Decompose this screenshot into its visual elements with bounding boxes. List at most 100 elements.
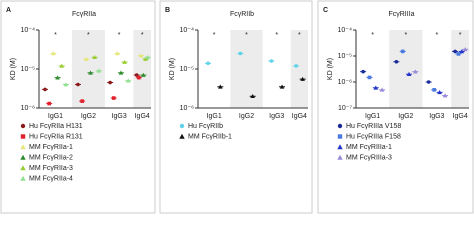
shaded-band bbox=[133, 30, 151, 108]
legend-marker bbox=[20, 175, 26, 181]
data-point bbox=[137, 75, 141, 80]
significance-mark: * bbox=[275, 32, 278, 39]
page: A FcγRIIa IgG1 * IgG2 * IgG3 * IgG4 * 10⁻⁶ 10⁻⁵ 10⁻⁴… bbox=[0, 0, 474, 214]
y-tick-label: 10⁻⁴ bbox=[180, 27, 195, 34]
data-point bbox=[394, 59, 399, 64]
panel-frame bbox=[0, 0, 156, 214]
panel-title: FcγRIIa bbox=[72, 11, 96, 18]
legend-marker bbox=[20, 165, 26, 171]
legend-label: Hu FcγRIIa H131 bbox=[29, 123, 83, 130]
data-point bbox=[84, 56, 89, 61]
shaded-band bbox=[230, 30, 263, 108]
legend-marker bbox=[20, 144, 26, 150]
data-point bbox=[459, 49, 465, 54]
data-point bbox=[76, 82, 80, 87]
shaded-band bbox=[71, 30, 105, 108]
significance-mark: * bbox=[87, 32, 90, 39]
data-point bbox=[118, 70, 124, 75]
legend-label: Hu FcγRIIa R131 bbox=[29, 133, 83, 140]
data-point bbox=[141, 72, 146, 77]
legend-marker bbox=[179, 123, 185, 129]
significance-mark: * bbox=[298, 32, 301, 39]
shaded-band bbox=[389, 30, 423, 108]
legend-marker bbox=[20, 154, 26, 160]
significance-mark: * bbox=[54, 32, 57, 39]
legend-marker bbox=[337, 134, 343, 139]
legend-marker bbox=[20, 123, 26, 129]
panel-letter: C bbox=[323, 7, 328, 14]
data-point bbox=[269, 59, 274, 63]
data-point bbox=[143, 56, 148, 61]
data-point bbox=[400, 49, 405, 54]
x-tick-label: IgG4 bbox=[135, 113, 150, 120]
x-tick-label: IgG2 bbox=[81, 113, 96, 120]
data-point bbox=[115, 51, 120, 56]
legend-label: MM FcγRIIb-1 bbox=[188, 133, 232, 140]
legend-marker bbox=[337, 154, 343, 160]
significance-mark: * bbox=[459, 32, 462, 39]
y-axis-label: KD (M) bbox=[10, 58, 17, 80]
data-point bbox=[413, 69, 418, 74]
data-point bbox=[47, 101, 52, 106]
figure: A FcγRIIa IgG1 * IgG2 * IgG3 * IgG4 * 10⁻⁶ 10⁻⁵ 10⁻⁴… bbox=[0, 0, 474, 214]
x-tick-label: IgG1 bbox=[48, 113, 63, 120]
data-point bbox=[426, 80, 431, 84]
x-tick-label: IgG1 bbox=[207, 113, 222, 120]
data-point bbox=[63, 82, 69, 87]
data-point bbox=[442, 93, 448, 98]
significance-mark: * bbox=[371, 32, 374, 39]
shaded-band bbox=[290, 30, 308, 108]
panel-title: FcγRIIb bbox=[230, 11, 254, 18]
data-point bbox=[122, 59, 127, 64]
x-tick-label: IgG3 bbox=[112, 113, 127, 120]
significance-mark: * bbox=[118, 32, 121, 39]
panel-letter: B bbox=[165, 7, 170, 14]
significance-mark: * bbox=[436, 32, 439, 39]
x-tick-label: IgG1 bbox=[365, 113, 380, 120]
data-point bbox=[379, 87, 385, 92]
x-tick-label: IgG2 bbox=[398, 113, 413, 120]
data-point bbox=[138, 53, 144, 58]
y-tick-label: 10⁻⁵ bbox=[180, 66, 194, 73]
legend-label: MM FcγRIIa-4 bbox=[29, 175, 73, 182]
data-point bbox=[437, 90, 442, 95]
legend-label: Hu FcγRIIIa F158 bbox=[346, 133, 401, 140]
legend-marker bbox=[337, 123, 343, 129]
y-tick-label: 10⁻⁷ bbox=[338, 105, 352, 112]
legend-marker bbox=[20, 134, 26, 139]
data-point bbox=[108, 80, 112, 85]
significance-mark: * bbox=[213, 32, 216, 39]
y-tick-label: 10⁻⁴ bbox=[338, 27, 353, 34]
x-tick-label: IgG3 bbox=[269, 113, 284, 120]
panel-title: FcγRIIIa bbox=[388, 11, 414, 18]
data-point bbox=[80, 99, 84, 103]
data-point bbox=[294, 64, 298, 68]
data-point bbox=[92, 54, 97, 60]
significance-mark: * bbox=[404, 32, 407, 39]
legend-marker bbox=[179, 133, 185, 139]
legend-label: MM FcγRIIa-3 bbox=[29, 165, 73, 172]
data-point bbox=[206, 61, 210, 66]
data-point bbox=[361, 69, 365, 74]
data-point bbox=[367, 75, 372, 80]
data-point bbox=[462, 47, 468, 52]
data-point bbox=[373, 85, 379, 90]
data-point bbox=[453, 49, 457, 54]
data-point bbox=[456, 52, 461, 56]
legend-label: MM FcγRIIIa-1 bbox=[346, 144, 392, 151]
x-tick-label: IgG4 bbox=[292, 113, 307, 120]
data-point bbox=[96, 68, 102, 73]
significance-mark: * bbox=[245, 32, 248, 39]
data-point bbox=[238, 51, 243, 56]
data-point bbox=[218, 84, 223, 89]
y-tick-label: 10⁻⁶ bbox=[21, 105, 35, 112]
x-tick-label: IgG2 bbox=[239, 113, 254, 120]
data-point bbox=[145, 54, 151, 60]
data-point bbox=[59, 63, 65, 68]
legend-label: Hu FcγRIIb bbox=[188, 123, 223, 130]
data-point bbox=[300, 76, 305, 81]
data-point bbox=[406, 71, 412, 76]
data-point bbox=[432, 88, 436, 92]
panel-letter: A bbox=[6, 7, 11, 14]
legend-label: MM FcγRIIa-1 bbox=[29, 144, 73, 151]
